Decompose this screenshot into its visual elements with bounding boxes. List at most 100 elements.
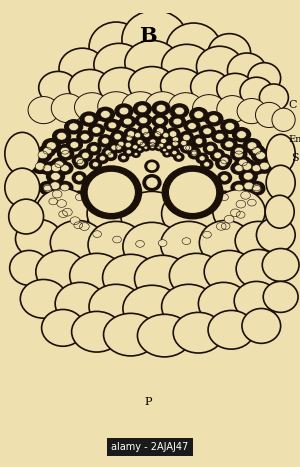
Ellipse shape	[81, 134, 89, 140]
Ellipse shape	[169, 131, 177, 137]
Ellipse shape	[266, 165, 295, 200]
Ellipse shape	[28, 97, 59, 124]
Ellipse shape	[209, 115, 219, 123]
Ellipse shape	[243, 196, 261, 209]
Ellipse shape	[20, 279, 67, 318]
Ellipse shape	[39, 144, 56, 157]
Ellipse shape	[139, 117, 148, 124]
Ellipse shape	[204, 250, 254, 293]
Ellipse shape	[220, 138, 238, 151]
Ellipse shape	[156, 118, 164, 124]
Ellipse shape	[140, 129, 153, 141]
Ellipse shape	[184, 145, 190, 150]
Ellipse shape	[188, 148, 201, 159]
Ellipse shape	[243, 172, 253, 180]
Ellipse shape	[272, 108, 295, 131]
Ellipse shape	[241, 191, 250, 199]
Ellipse shape	[125, 41, 179, 85]
Ellipse shape	[56, 162, 74, 175]
Ellipse shape	[123, 147, 135, 156]
Ellipse shape	[158, 240, 167, 247]
Ellipse shape	[198, 283, 249, 325]
Ellipse shape	[256, 102, 283, 127]
Ellipse shape	[9, 199, 44, 234]
Ellipse shape	[43, 184, 52, 191]
Ellipse shape	[235, 221, 282, 260]
Ellipse shape	[173, 152, 184, 162]
Ellipse shape	[30, 159, 50, 174]
Ellipse shape	[43, 148, 52, 154]
Ellipse shape	[203, 128, 212, 134]
Text: C: C	[288, 100, 297, 110]
Ellipse shape	[221, 223, 230, 229]
Ellipse shape	[151, 145, 154, 149]
Ellipse shape	[170, 103, 189, 119]
Ellipse shape	[230, 148, 247, 161]
Ellipse shape	[214, 152, 221, 158]
Ellipse shape	[123, 222, 181, 271]
Ellipse shape	[125, 142, 131, 148]
Ellipse shape	[110, 130, 125, 143]
Ellipse shape	[122, 139, 135, 151]
Ellipse shape	[169, 134, 182, 145]
Ellipse shape	[183, 134, 190, 141]
Ellipse shape	[157, 146, 161, 149]
Ellipse shape	[217, 154, 232, 167]
Ellipse shape	[107, 142, 121, 153]
Ellipse shape	[52, 196, 71, 211]
Ellipse shape	[146, 140, 158, 149]
Ellipse shape	[213, 190, 265, 234]
Ellipse shape	[193, 95, 226, 122]
Text: B: B	[139, 26, 157, 46]
Ellipse shape	[178, 234, 195, 248]
Text: alamy - 2AJAJ47: alamy - 2AJAJ47	[111, 442, 189, 452]
Ellipse shape	[163, 142, 175, 152]
Ellipse shape	[146, 177, 158, 188]
Ellipse shape	[137, 124, 153, 138]
Ellipse shape	[248, 63, 280, 94]
Ellipse shape	[49, 198, 58, 205]
Ellipse shape	[252, 184, 261, 191]
Ellipse shape	[80, 165, 142, 219]
Ellipse shape	[98, 92, 134, 121]
Ellipse shape	[54, 207, 72, 221]
Ellipse shape	[42, 310, 84, 346]
Ellipse shape	[82, 152, 89, 159]
Ellipse shape	[137, 105, 147, 113]
Ellipse shape	[230, 181, 248, 194]
Ellipse shape	[74, 92, 110, 122]
Ellipse shape	[89, 22, 143, 72]
Ellipse shape	[118, 142, 124, 147]
Ellipse shape	[235, 165, 243, 171]
Ellipse shape	[87, 171, 135, 213]
Ellipse shape	[103, 313, 158, 356]
Ellipse shape	[173, 118, 182, 125]
Ellipse shape	[46, 142, 56, 149]
Ellipse shape	[159, 129, 172, 141]
Ellipse shape	[123, 118, 132, 125]
Ellipse shape	[123, 285, 181, 332]
Ellipse shape	[69, 123, 79, 131]
Ellipse shape	[90, 145, 98, 152]
Ellipse shape	[46, 160, 66, 176]
Ellipse shape	[146, 136, 160, 148]
Ellipse shape	[183, 119, 201, 133]
Ellipse shape	[39, 162, 56, 175]
Ellipse shape	[236, 188, 255, 203]
Ellipse shape	[101, 138, 109, 144]
Ellipse shape	[191, 151, 197, 156]
Ellipse shape	[196, 46, 243, 87]
Ellipse shape	[147, 162, 157, 170]
Ellipse shape	[215, 133, 224, 140]
Ellipse shape	[61, 184, 69, 191]
Ellipse shape	[113, 236, 122, 243]
Ellipse shape	[108, 233, 126, 246]
Ellipse shape	[88, 123, 105, 137]
Ellipse shape	[238, 159, 247, 166]
Ellipse shape	[151, 128, 164, 140]
Ellipse shape	[88, 227, 106, 241]
Ellipse shape	[133, 136, 147, 148]
Ellipse shape	[103, 255, 159, 301]
Ellipse shape	[77, 160, 85, 166]
Ellipse shape	[111, 145, 117, 150]
